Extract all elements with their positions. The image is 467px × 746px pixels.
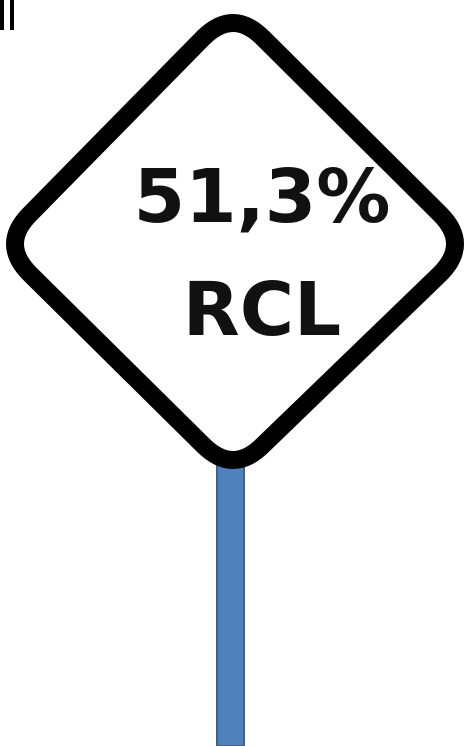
sign-label: RCL	[183, 267, 341, 353]
edge-mark	[10, 0, 14, 30]
sign-board	[6, 14, 464, 469]
edge-mark	[0, 0, 4, 30]
sign-value: 51,3%	[134, 154, 391, 240]
sign-pole	[216, 454, 245, 746]
